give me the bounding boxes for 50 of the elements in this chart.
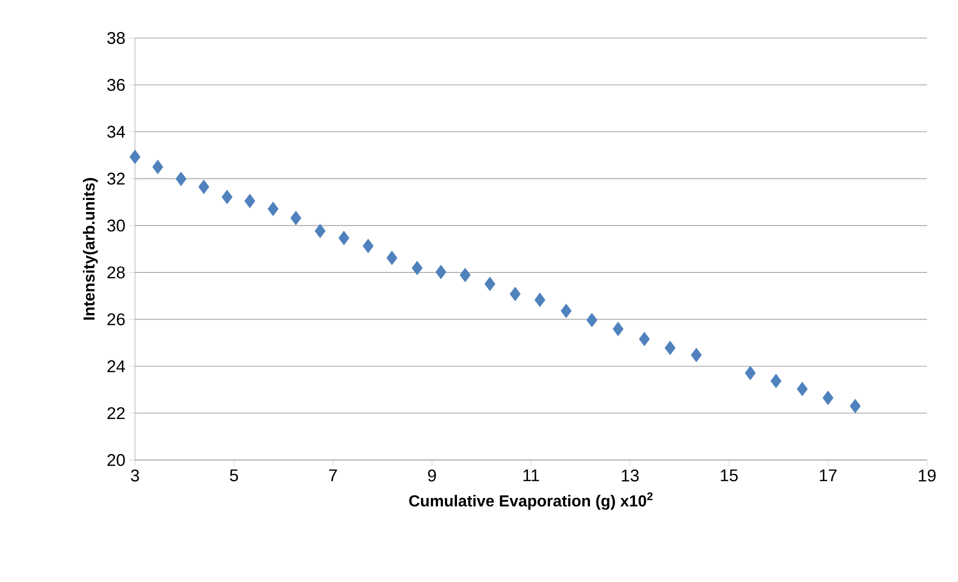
x-tick-label: 19 [918, 470, 936, 482]
x-tick-label: 3 [130, 470, 139, 482]
x-tick-label: 11 [524, 470, 539, 482]
point [534, 292, 546, 308]
x-tick-label: 13 [622, 470, 639, 482]
point [612, 322, 624, 336]
point [222, 190, 233, 204]
point [412, 260, 423, 276]
point [850, 398, 861, 414]
point [362, 238, 374, 254]
y-tick-label: 32 [107, 172, 125, 185]
y-tick-label: 38 [107, 32, 125, 44]
point [664, 340, 676, 356]
x-tick-label: 9 [428, 470, 436, 482]
y-tick-label: 34 [107, 126, 125, 138]
point [176, 172, 186, 186]
point [435, 264, 446, 280]
point [152, 160, 164, 174]
point [586, 312, 598, 328]
point [744, 366, 756, 380]
point [314, 224, 326, 238]
point [198, 180, 210, 194]
point [290, 210, 302, 226]
x-tick-label: 15 [720, 470, 738, 482]
point [244, 194, 256, 208]
point [822, 390, 834, 406]
point [796, 382, 808, 396]
x-tick-label: 5 [230, 470, 238, 482]
point [690, 348, 702, 362]
x-axis-title: Cumulative Evaporation (g) x10$^{2}$ [409, 492, 653, 510]
point [770, 374, 782, 388]
point [638, 332, 650, 346]
x-tick-label: 17 [820, 470, 837, 482]
point [386, 250, 398, 266]
point [484, 276, 496, 292]
point [130, 150, 140, 164]
x-tick-label: 7 [329, 470, 337, 482]
point [460, 268, 471, 282]
y-tick-label: 36 [107, 78, 125, 91]
y-tick-label: 28 [108, 266, 125, 278]
point [338, 230, 350, 246]
point [560, 304, 572, 318]
y-tick-label: 20 [108, 454, 125, 466]
y-tick-label: 24 [108, 360, 125, 372]
point [510, 286, 521, 302]
y-tick-label: 22 [108, 407, 125, 420]
y-tick-label: 26 [108, 313, 125, 326]
y-tick-label: 30 [107, 220, 125, 232]
point [268, 202, 279, 216]
y-axis-title: Intensity(arb.units) [82, 178, 98, 320]
